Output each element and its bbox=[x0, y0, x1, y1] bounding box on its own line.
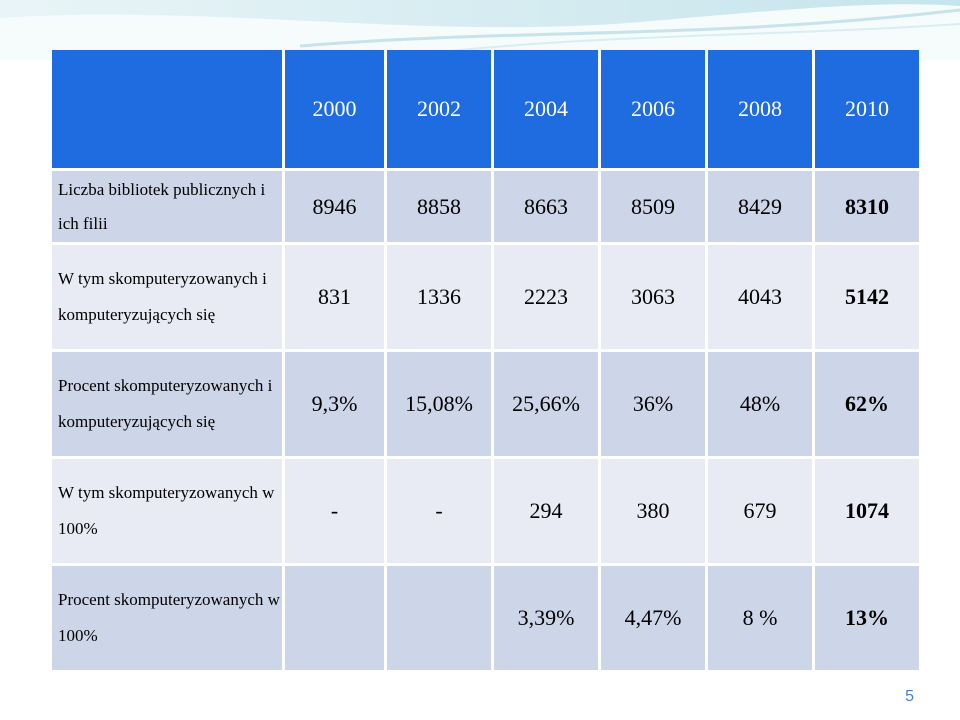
table-row: W tym skomputeryzowanych i komputeryzują… bbox=[52, 245, 919, 349]
header-row: 2000 2002 2004 2006 2008 2010 bbox=[52, 50, 919, 168]
table-cell: 2223 bbox=[494, 245, 598, 349]
year-header: 2010 bbox=[815, 50, 919, 168]
header-corner-cell bbox=[52, 50, 282, 168]
year-header: 2006 bbox=[601, 50, 705, 168]
table-cell bbox=[387, 566, 491, 670]
table-cell: 8509 bbox=[601, 171, 705, 242]
table-cell: 13% bbox=[815, 566, 919, 670]
table-cell: 380 bbox=[601, 459, 705, 563]
year-header: 2000 bbox=[285, 50, 384, 168]
table-cell: 4043 bbox=[708, 245, 812, 349]
row-label: W tym skomputeryzowanych w 100% bbox=[52, 459, 282, 563]
table-cell: 8946 bbox=[285, 171, 384, 242]
table-cell bbox=[285, 566, 384, 670]
row-label: W tym skomputeryzowanych i komputeryzują… bbox=[52, 245, 282, 349]
table-cell: 679 bbox=[708, 459, 812, 563]
row-label: Procent skomputeryzowanych i komputeryzu… bbox=[52, 352, 282, 456]
table-cell: 1336 bbox=[387, 245, 491, 349]
table-cell: 294 bbox=[494, 459, 598, 563]
table-cell: 8663 bbox=[494, 171, 598, 242]
row-label: Procent skomputeryzowanych w 100% bbox=[52, 566, 282, 670]
table-cell: 8858 bbox=[387, 171, 491, 242]
page-number: 5 bbox=[905, 688, 914, 705]
library-stats-table: 2000 2002 2004 2006 2008 2010 Liczba bib… bbox=[49, 47, 922, 673]
row-label: Liczba bibliotek publicznych i ich filii bbox=[52, 171, 282, 242]
table-cell: 62% bbox=[815, 352, 919, 456]
table-cell: 8310 bbox=[815, 171, 919, 242]
table-cell: 1074 bbox=[815, 459, 919, 563]
table-cell: - bbox=[387, 459, 491, 563]
table-row: W tym skomputeryzowanych w 100% - - 294 … bbox=[52, 459, 919, 563]
table-cell: 36% bbox=[601, 352, 705, 456]
table-cell: 4,47% bbox=[601, 566, 705, 670]
table-cell: 25,66% bbox=[494, 352, 598, 456]
table-cell: - bbox=[285, 459, 384, 563]
table-cell: 5142 bbox=[815, 245, 919, 349]
year-header: 2004 bbox=[494, 50, 598, 168]
table-cell: 8429 bbox=[708, 171, 812, 242]
table-row: Procent skomputeryzowanych i komputeryzu… bbox=[52, 352, 919, 456]
table-cell: 3063 bbox=[601, 245, 705, 349]
table-row: Liczba bibliotek publicznych i ich filii… bbox=[52, 171, 919, 242]
table-row: Procent skomputeryzowanych w 100% 3,39% … bbox=[52, 566, 919, 670]
table-cell: 48% bbox=[708, 352, 812, 456]
year-header: 2002 bbox=[387, 50, 491, 168]
table-cell: 15,08% bbox=[387, 352, 491, 456]
table-cell: 831 bbox=[285, 245, 384, 349]
table-cell: 9,3% bbox=[285, 352, 384, 456]
table-cell: 3,39% bbox=[494, 566, 598, 670]
table-cell: 8 % bbox=[708, 566, 812, 670]
year-header: 2008 bbox=[708, 50, 812, 168]
